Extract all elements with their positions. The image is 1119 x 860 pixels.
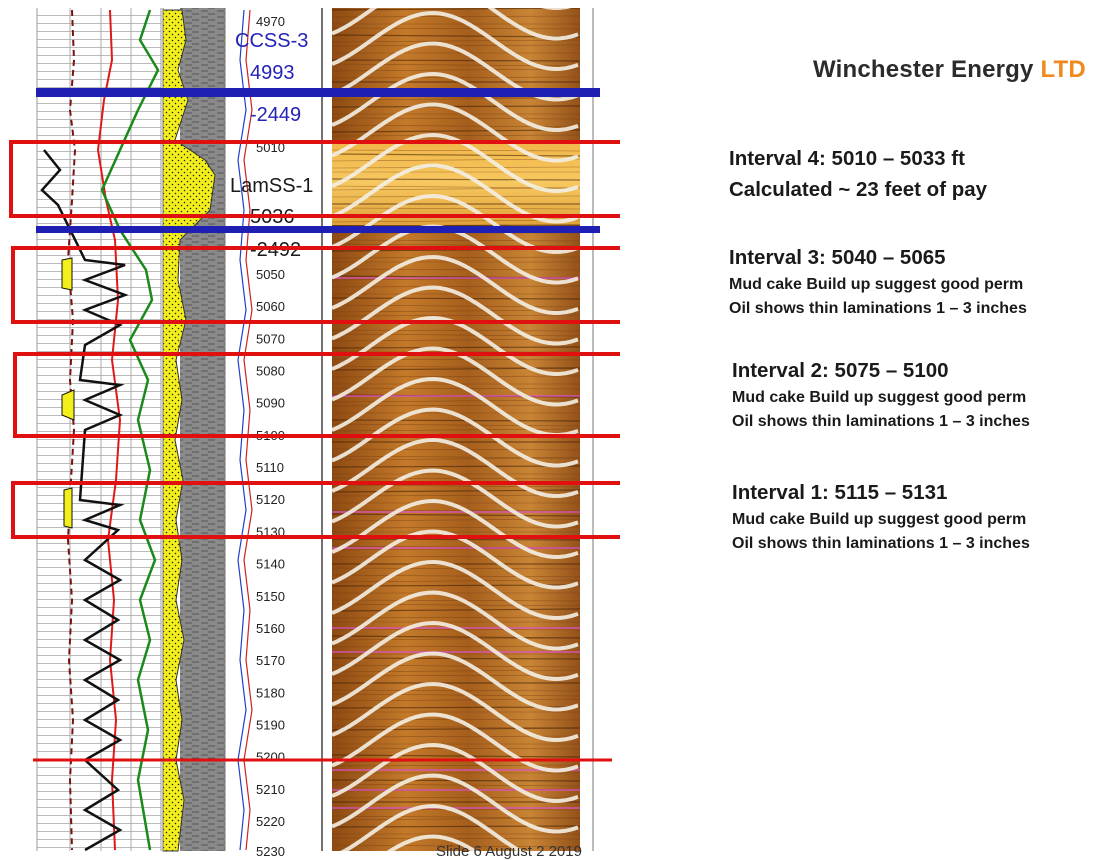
company-logo: Winchester Energy LTD [813, 56, 1086, 84]
depth-label: 5230 [256, 844, 285, 859]
lithology-track [162, 8, 226, 852]
logo-name: Winchester Energy [813, 56, 1034, 83]
depth-label: 5160 [256, 621, 285, 636]
gamma-resistivity-track [36, 8, 162, 852]
ccss3-marker-line [36, 88, 600, 97]
depth-label: 4970 [256, 14, 285, 29]
slide-footer: Slide 6 August 2 2019 [436, 843, 582, 860]
interval-4-text: Interval 4: 5010 – 5033 ft Calculated ~ … [729, 144, 987, 206]
interval-2-title: Interval 2: 5075 – 5100 [732, 359, 949, 382]
well-log-panel: 4970501050505060507050805090510051105120… [9, 8, 620, 859]
interval-2-text: Interval 2: 5075 – 5100 Mud cake Build u… [732, 356, 1030, 434]
depth-label: 5210 [256, 782, 285, 797]
interval-3-line2: Oil shows thin laminations 1 – 3 inches [729, 300, 1027, 317]
depth-label: 5140 [256, 557, 285, 572]
depth-label: 5120 [256, 492, 285, 507]
depth-label: 5190 [256, 717, 285, 732]
image-log-track [332, 8, 604, 851]
lamss1-marker-line [36, 226, 600, 233]
ccss3-md: 4993 [250, 62, 295, 84]
depth-label: 5070 [256, 331, 285, 346]
gamma-curve [100, 9, 160, 851]
resistivity-curve [96, 9, 122, 851]
interval-2-box [13, 352, 620, 438]
interval-1-text: Interval 1: 5115 – 5131 Mud cake Build u… [732, 478, 1030, 556]
lamss1-label: LamSS-1 [230, 175, 313, 197]
ccss3-tvd: -2449 [250, 104, 301, 126]
logo-suffix: LTD [1040, 56, 1086, 83]
depth-label: 5170 [256, 653, 285, 668]
density-curve [40, 149, 129, 852]
depth-label: 5200 [256, 750, 285, 765]
interval-4-title: Interval 4: 5010 – 5033 ft [729, 147, 965, 170]
depth-label: 5180 [256, 685, 285, 700]
depth-label: 5060 [256, 299, 285, 314]
interval-3-text: Interval 3: 5040 – 5065 Mud cake Build u… [729, 243, 1027, 321]
depth-label: 5110 [256, 460, 284, 475]
interval-3-line1: Mud cake Build up suggest good perm [729, 276, 1024, 293]
interval-highlight-boxes [9, 140, 620, 539]
depth-label: 5220 [256, 814, 285, 829]
caliper-curve [66, 9, 77, 851]
interval-1-line2: Oil shows thin laminations 1 – 3 inches [732, 535, 1030, 552]
depth-label: 5090 [256, 396, 285, 411]
interval-2-line1: Mud cake Build up suggest good perm [732, 389, 1027, 406]
interval-1-line1: Mud cake Build up suggest good perm [732, 511, 1027, 528]
depth-label: 5080 [256, 364, 285, 379]
depth-labels: 4970501050505060507050805090510051105120… [256, 14, 285, 859]
interval-2-line2: Oil shows thin laminations 1 – 3 inches [732, 413, 1030, 430]
interval-3-box [11, 246, 620, 324]
interval-4-box [9, 140, 620, 218]
depth-label: 5150 [256, 589, 285, 604]
interval-1-title: Interval 1: 5115 – 5131 [732, 481, 948, 504]
depth-track [226, 8, 323, 851]
ccss3-label: CCSS-3 [235, 30, 308, 52]
interval-3-title: Interval 3: 5040 – 5065 [729, 246, 946, 269]
depth-label: 5050 [256, 267, 285, 282]
interval-1-box [11, 481, 620, 539]
sand-fill [162, 9, 216, 852]
interval-4-line1: Calculated ~ 23 feet of pay [729, 178, 988, 201]
